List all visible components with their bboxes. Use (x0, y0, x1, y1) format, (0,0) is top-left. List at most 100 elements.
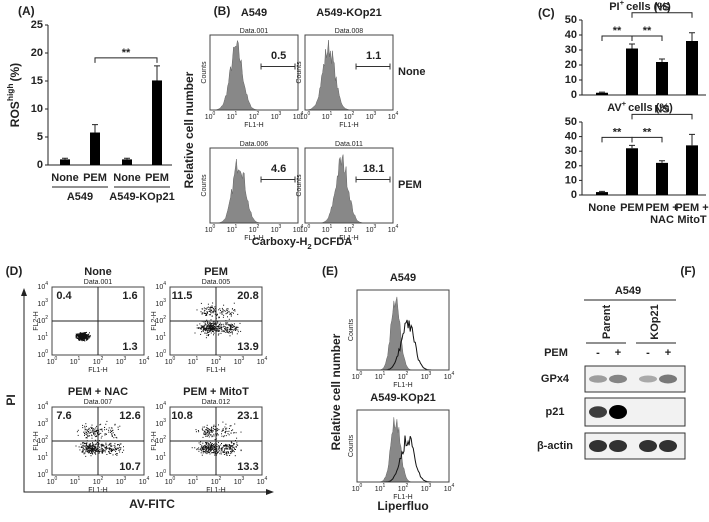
dot (216, 444, 218, 446)
dot (117, 426, 119, 428)
dot (233, 446, 235, 448)
x-tick-label: 101 (227, 224, 238, 234)
dot (230, 312, 232, 314)
dot (94, 439, 96, 441)
dot (209, 445, 211, 447)
dot (95, 431, 97, 432)
plot-title: A549-KOp21 (370, 392, 435, 404)
plot-y-label: FL2-H (151, 311, 158, 330)
dot (216, 430, 218, 432)
dot (101, 448, 103, 450)
x-tick-label: 103 (366, 111, 377, 121)
dot (216, 428, 218, 430)
text-part: 3 (429, 371, 432, 377)
dot (75, 337, 77, 339)
text-part: 10 (375, 486, 383, 493)
dot (108, 449, 110, 451)
text-part: 0 (213, 111, 216, 117)
significance-bracket (631, 113, 693, 120)
dot (204, 448, 206, 450)
dot (100, 423, 102, 425)
dot (225, 432, 226, 434)
text-part: 2 (406, 483, 409, 489)
y-tick-label: 104 (155, 281, 166, 291)
x-tick-label: None (113, 172, 141, 184)
text-part: 0 (45, 349, 48, 355)
plot-x-label: FL1-H (206, 487, 225, 494)
x-tick-label: 100 (47, 476, 58, 486)
dot (83, 442, 85, 444)
dot (214, 306, 216, 308)
dot (82, 339, 84, 341)
text-part: 3 (124, 476, 127, 482)
error-bar (689, 133, 695, 146)
plot-title: A549 (390, 272, 416, 284)
dot (207, 450, 209, 452)
plot-x-label: FL1-H (393, 494, 412, 501)
dot (218, 324, 220, 326)
x-tick-label: 101 (188, 476, 199, 486)
dot (207, 434, 209, 436)
x-tick-label: 101 (375, 483, 386, 493)
dot (123, 449, 125, 451)
dot (78, 337, 80, 338)
dot (223, 310, 225, 311)
dot (92, 427, 93, 429)
dot (204, 313, 206, 314)
dot (218, 424, 219, 426)
dot (84, 433, 85, 434)
dot (198, 442, 200, 444)
dot (110, 453, 112, 454)
dot (205, 447, 206, 448)
y-tick-label: 100 (37, 349, 48, 359)
dot (88, 443, 90, 445)
text-part: 3 (279, 111, 282, 117)
dot (225, 327, 227, 329)
dot (211, 326, 213, 328)
text-part: 10 (227, 114, 235, 121)
dot (102, 444, 104, 446)
dot (213, 424, 215, 426)
dot (222, 451, 224, 453)
dot (99, 433, 100, 435)
dot (90, 431, 92, 433)
x-tick-label: 101 (322, 224, 333, 234)
dot (217, 442, 219, 444)
dot (218, 445, 220, 447)
plot-x-label: FL1-H (393, 382, 412, 389)
error-bar (659, 58, 665, 62)
dot (205, 308, 207, 310)
dot (100, 437, 102, 439)
dot (108, 447, 110, 449)
dot (107, 444, 109, 446)
text-part: 3 (242, 476, 245, 482)
bar (626, 48, 638, 95)
dot (226, 427, 228, 429)
dot (110, 443, 112, 445)
dot (88, 334, 90, 336)
dot (206, 447, 208, 449)
dot (226, 312, 228, 314)
dot (87, 429, 89, 431)
dot (86, 336, 88, 338)
dot (94, 452, 95, 454)
scatter-cloud (191, 421, 242, 457)
text-part: 2 (406, 371, 409, 377)
dot (227, 331, 229, 333)
dot (111, 448, 113, 450)
dot (85, 445, 87, 446)
dot (211, 430, 213, 432)
dot (209, 310, 211, 312)
band (639, 375, 657, 383)
dot (206, 431, 208, 433)
text-part: 10 (37, 404, 45, 411)
x-tick-label: 101 (227, 111, 238, 121)
y-tick-label: 104 (37, 281, 48, 291)
text-part: 4 (265, 356, 268, 362)
dot (78, 446, 80, 448)
dot (210, 306, 211, 308)
plot-frame (209, 34, 299, 111)
dot (83, 333, 85, 335)
dot (119, 444, 120, 446)
dot (86, 432, 88, 434)
